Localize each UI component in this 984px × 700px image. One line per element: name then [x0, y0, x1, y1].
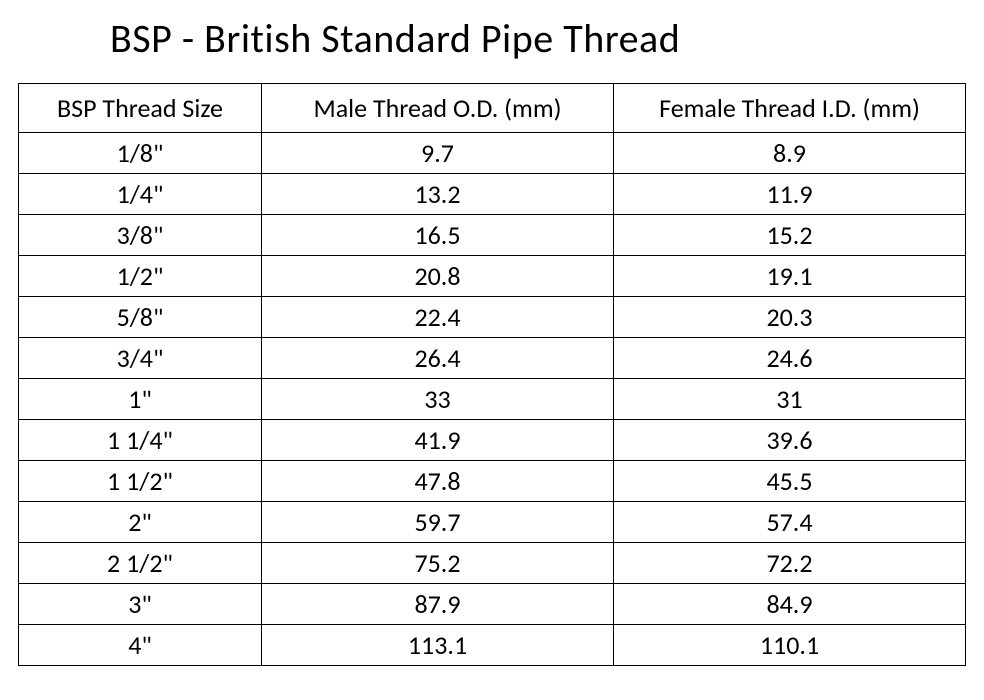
table-row: 3/4"26.424.6 — [19, 338, 966, 379]
col-header-female-id: Female Thread I.D. (mm) — [614, 84, 966, 133]
table-cell: 22.4 — [262, 297, 614, 338]
table-cell: 45.5 — [614, 461, 966, 502]
table-cell: 87.9 — [262, 584, 614, 625]
table-cell: 1/4" — [19, 174, 262, 215]
table-cell: 84.9 — [614, 584, 966, 625]
table-cell: 5/8" — [19, 297, 262, 338]
table-row: 3"87.984.9 — [19, 584, 966, 625]
bsp-thread-table: BSP Thread Size Male Thread O.D. (mm) Fe… — [18, 83, 966, 666]
table-cell: 15.2 — [614, 215, 966, 256]
table-cell: 11.9 — [614, 174, 966, 215]
table-header: BSP Thread Size Male Thread O.D. (mm) Fe… — [19, 84, 966, 133]
table-cell: 26.4 — [262, 338, 614, 379]
table-row: 3/8"16.515.2 — [19, 215, 966, 256]
table-row: 1 1/2"47.845.5 — [19, 461, 966, 502]
table-cell: 41.9 — [262, 420, 614, 461]
table-row: 2 1/2"75.272.2 — [19, 543, 966, 584]
table-cell: 1" — [19, 379, 262, 420]
table-cell: 2" — [19, 502, 262, 543]
table-row: 1 1/4"41.939.6 — [19, 420, 966, 461]
table-cell: 31 — [614, 379, 966, 420]
table-cell: 3/4" — [19, 338, 262, 379]
table-cell: 1/2" — [19, 256, 262, 297]
table-cell: 110.1 — [614, 625, 966, 666]
table-cell: 1/8" — [19, 133, 262, 174]
table-cell: 3" — [19, 584, 262, 625]
table-cell: 1 1/2" — [19, 461, 262, 502]
table-header-row: BSP Thread Size Male Thread O.D. (mm) Fe… — [19, 84, 966, 133]
table-cell: 72.2 — [614, 543, 966, 584]
col-header-male-od: Male Thread O.D. (mm) — [262, 84, 614, 133]
table-row: 1/8"9.78.9 — [19, 133, 966, 174]
table-cell: 113.1 — [262, 625, 614, 666]
table-cell: 20.3 — [614, 297, 966, 338]
table-cell: 24.6 — [614, 338, 966, 379]
page-container: BSP - British Standard Pipe Thread BSP T… — [0, 0, 984, 700]
table-cell: 75.2 — [262, 543, 614, 584]
page-title: BSP - British Standard Pipe Thread — [0, 0, 984, 83]
table-row: 4"113.1110.1 — [19, 625, 966, 666]
table-row: 1"3331 — [19, 379, 966, 420]
table-row: 1/4"13.211.9 — [19, 174, 966, 215]
table-cell: 19.1 — [614, 256, 966, 297]
table-cell: 13.2 — [262, 174, 614, 215]
table-row: 5/8"22.420.3 — [19, 297, 966, 338]
table-cell: 8.9 — [614, 133, 966, 174]
table-cell: 2 1/2" — [19, 543, 262, 584]
table-body: 1/8"9.78.91/4"13.211.93/8"16.515.21/2"20… — [19, 133, 966, 666]
table-cell: 39.6 — [614, 420, 966, 461]
table-cell: 20.8 — [262, 256, 614, 297]
table-row: 1/2"20.819.1 — [19, 256, 966, 297]
table-cell: 47.8 — [262, 461, 614, 502]
table-cell: 9.7 — [262, 133, 614, 174]
table-row: 2"59.757.4 — [19, 502, 966, 543]
table-cell: 33 — [262, 379, 614, 420]
table-cell: 59.7 — [262, 502, 614, 543]
table-cell: 16.5 — [262, 215, 614, 256]
table-cell: 4" — [19, 625, 262, 666]
table-cell: 57.4 — [614, 502, 966, 543]
col-header-bsp-size: BSP Thread Size — [19, 84, 262, 133]
table-cell: 1 1/4" — [19, 420, 262, 461]
table-cell: 3/8" — [19, 215, 262, 256]
